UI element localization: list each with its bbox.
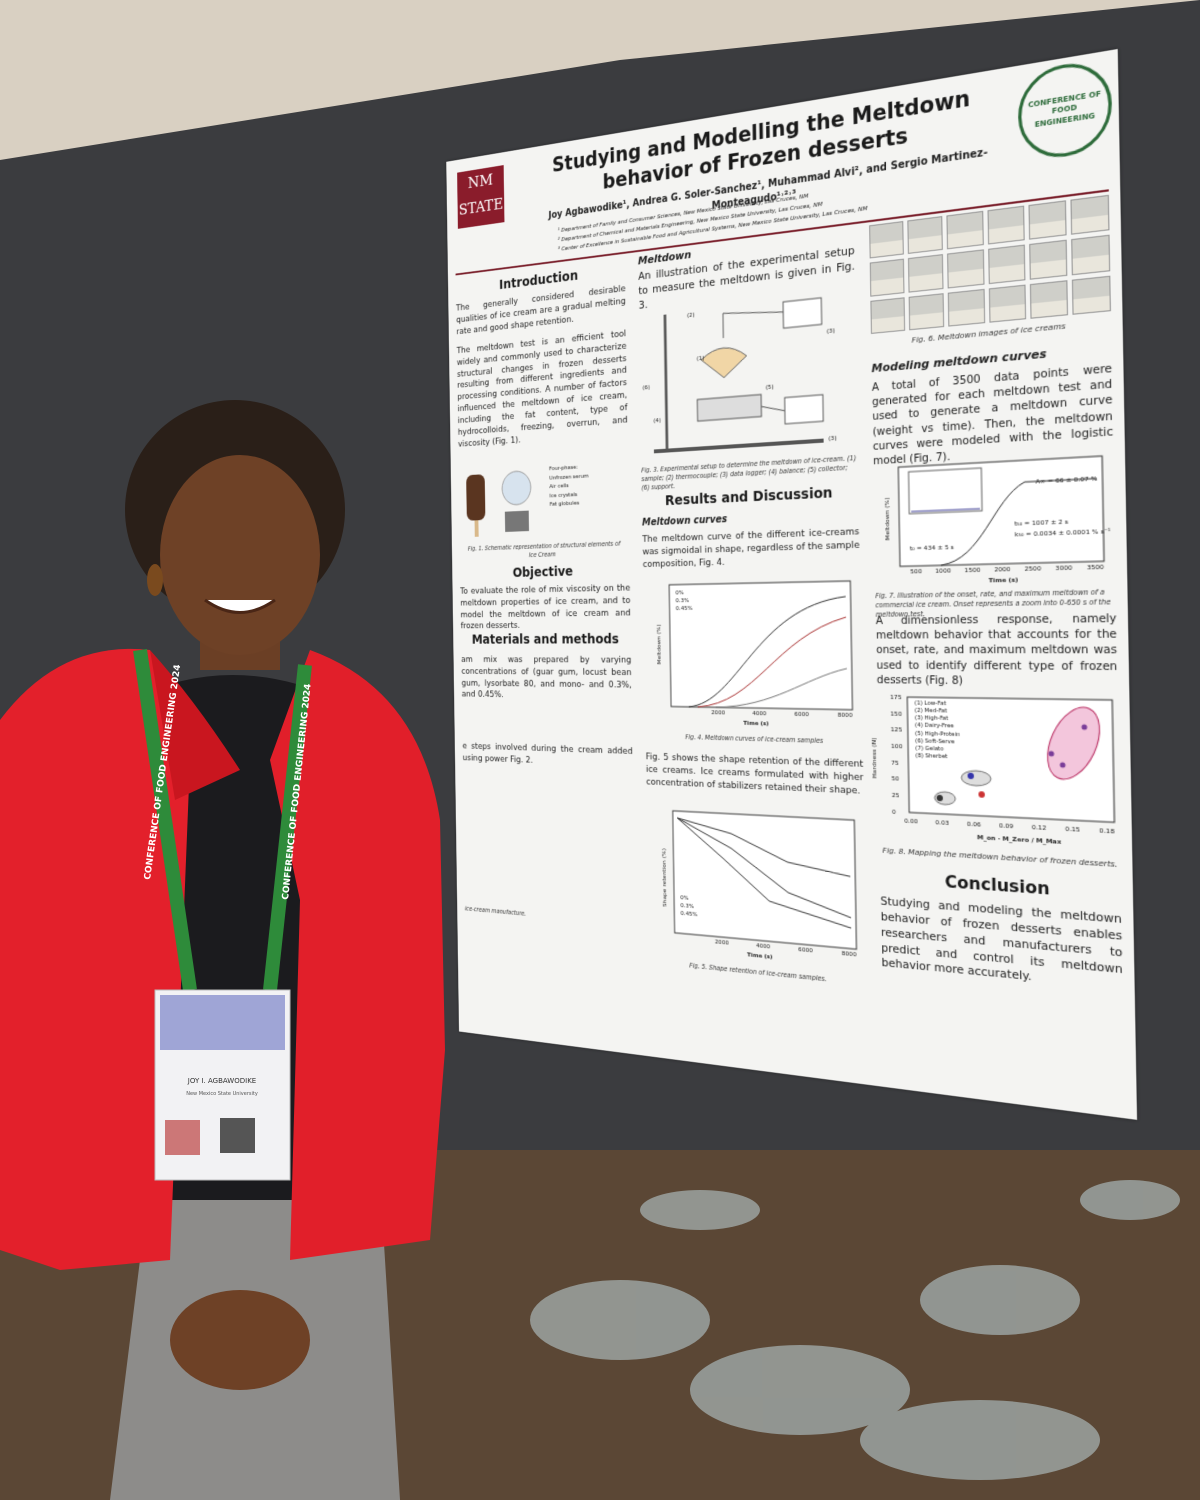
tick-label: 1500 [964,566,981,575]
fig4-legend: 0% 0.3% 0.45% [675,589,692,612]
tick-label: 0 [891,808,896,816]
tick-label: 2000 [711,709,726,717]
axis-label: Meltdown (%) [883,497,892,541]
tick-label: 0.18 [1099,827,1115,836]
tick-label: 4000 [752,709,767,718]
heading: Materials and methods [471,631,620,648]
tick-label: 8000 [841,949,857,959]
meltdown-photo [870,296,906,334]
carpet-pattern [530,1180,1180,1480]
tick-label: 6000 [794,710,810,719]
tick-label: 0.15 [1065,825,1081,834]
meltdown-photo [946,210,984,250]
tick-label: 2000 [714,938,729,947]
meltdown-photo [869,258,905,297]
axis-label: Hardness (N) [870,737,878,779]
paragraph: The meltdown curve of the different ice-… [642,526,860,570]
meltdown-photo [948,288,985,327]
legend-entry: (8) Sherbet [915,752,948,761]
meltdown-photo [1071,275,1111,315]
annotation: t₅₀ = 1007 ± 2 s [1014,518,1069,528]
conference-logo: CONFERENCE OF FOOD ENGINEERING [1017,56,1113,163]
meltdown-photo [908,254,944,293]
tick-label: 50 [891,775,900,784]
tick-label: 8000 [837,711,853,720]
meltdown-photo [1028,200,1067,241]
axis-label: Meltdown (%) [655,624,663,665]
fig3-label: (5) [765,383,774,392]
subheading: Meltdown curves [641,514,728,529]
paragraph: A dimensionless response, namely meltdow… [875,612,1118,687]
paragraph: e steps involved during the cream added … [462,740,633,766]
fig3-label: (3) [828,434,837,443]
fig3-label: (1) [696,354,705,363]
tick-label: 175 [890,693,902,702]
caption: Fig. 4. Meltdown curves of ice-cream sam… [685,733,824,745]
tick-label: 1000 [935,567,952,575]
axis-label: Time (s) [746,951,773,961]
tick-label: 0.06 [966,820,982,829]
heading: Objective [512,564,574,581]
meltdown-photo [869,221,904,259]
tick-label: 500 [910,567,923,576]
tick-label: 6000 [798,945,813,955]
y-ticks: 175 150 125 100 75 50 25 0 [890,694,904,818]
meltdown-photo [987,244,1026,284]
tick-label: 0.03 [935,818,950,828]
meltdown-photo [947,249,984,289]
axis-label: Time (s) [743,719,769,728]
tick-label: 0.09 [998,822,1014,831]
meltdown-photo [1070,235,1111,275]
fig4-chart [647,576,862,731]
meltdown-photo [1070,194,1110,236]
caption: ice-cream manufacture. [464,904,527,918]
meltdown-photo [986,205,1025,245]
paragraph: Fig. 5 shows the shape retention of the … [645,751,864,797]
caption: Fig. 1. Schematic representation of stru… [467,539,621,559]
university-logo: NM STATE [457,165,505,229]
fig8-legend: (1) Low-Fat (2) Med-Fat (3) High-Fat (4) Da… [914,700,960,761]
paragraph: To evaluate the role of mix viscosity on… [460,582,631,632]
tick-label: 2000 [994,565,1011,574]
tick-label: 125 [890,726,903,735]
caption: Fig. 8. Mapping the meltdown behavior of… [882,845,1118,870]
tick-label: 3000 [1055,564,1073,573]
meltdown-photo [1028,240,1068,280]
tick-label: 4000 [755,942,771,951]
tick-label: 75 [891,759,899,767]
fig8-chart [882,692,1121,851]
annotation: t₀ = 434 ± 5 s [909,543,955,553]
tick-label: 0.12 [1031,823,1047,833]
fig5-legend: 0% 0.3% 0.45% [680,894,697,918]
legend-entry: 0.45% [680,909,698,918]
meltdown-photo [1029,279,1068,319]
paragraph: The meltdown test is an efficient tool w… [456,328,628,449]
fig3-label: (6) [642,383,650,392]
tick-label: 150 [890,710,902,718]
paragraph: am mix was prepared by varying concentra… [461,654,632,701]
axis-label: Time (s) [988,576,1019,585]
tick-label: 25 [891,791,900,800]
legend-entry: 0.45% [675,604,693,612]
tick-label: 100 [890,742,903,751]
poster: NM STATE CONFERENCE OF FOOD ENGINEERING … [446,48,1138,1120]
axis-label: Shape retention (%) [661,847,669,908]
tick-label: 2500 [1024,565,1042,574]
fig5-chart [651,805,867,971]
fig1-labels: Four-phase: Unfrozen serum Air cells Ice… [549,460,625,509]
tick-label: 0.00 [904,817,918,826]
meltdown-photo [907,216,944,255]
fig7-chart [878,450,1116,588]
fig3-label: (2) [686,311,695,320]
fig3-label: (4) [653,417,661,425]
fig3-label: (3) [826,327,835,336]
fig3-setup [647,284,853,461]
paragraph: Studying and modeling the meltdown behav… [880,894,1123,984]
meltdown-photo [988,284,1026,323]
meltdown-photo [908,292,945,331]
tick-label: 3500 [1086,563,1105,572]
